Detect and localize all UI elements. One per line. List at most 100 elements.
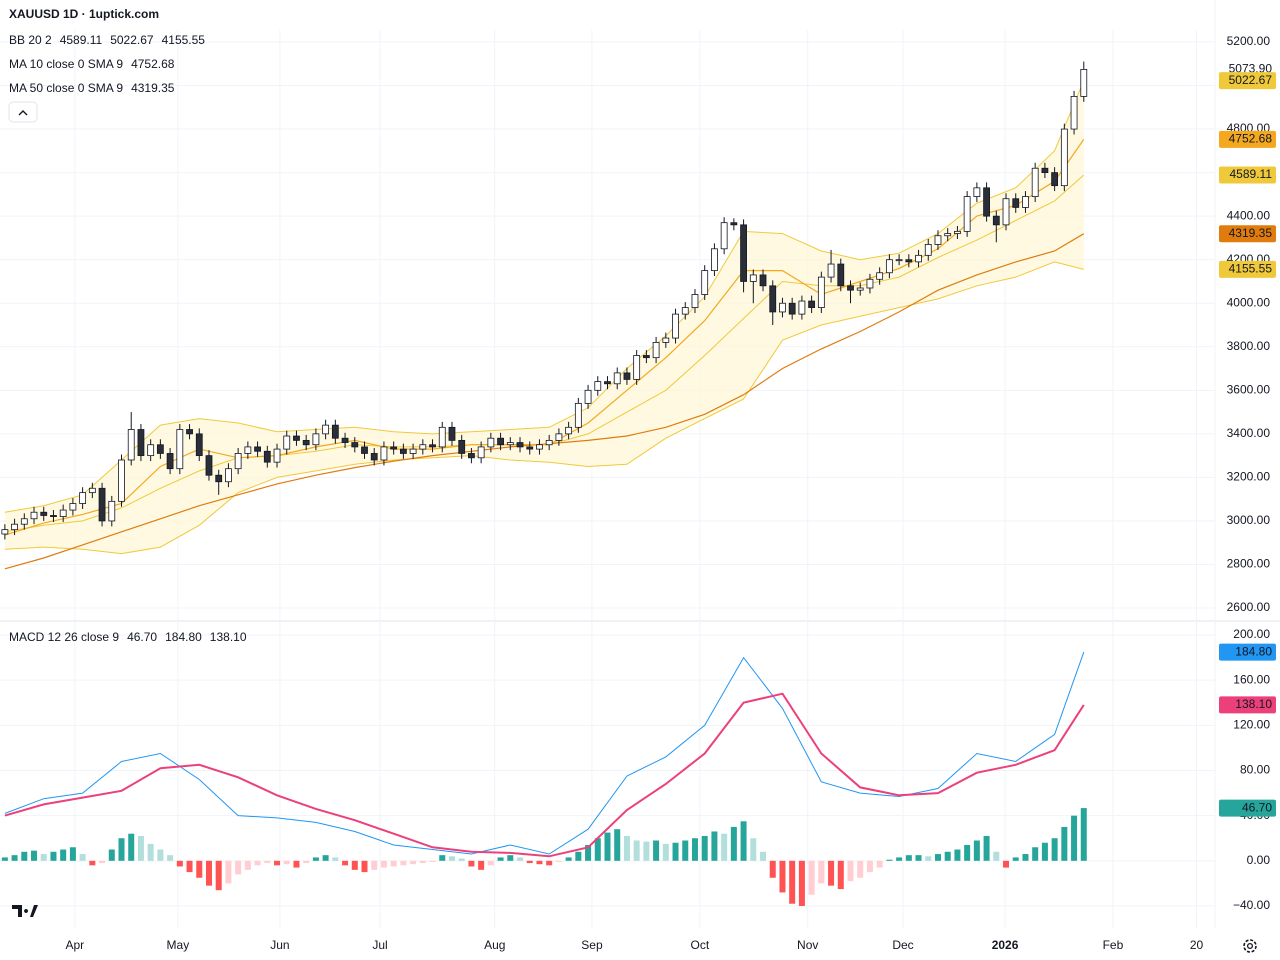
histogram-bar xyxy=(254,860,261,866)
histogram-bar xyxy=(448,856,455,861)
price-badge-label: 138.10 xyxy=(1235,697,1272,711)
candle-body xyxy=(351,442,359,448)
histogram-bar xyxy=(351,860,358,870)
histogram-bar xyxy=(711,831,718,861)
candle-body xyxy=(429,444,436,448)
histogram-bar xyxy=(779,860,786,893)
candle-body xyxy=(837,263,845,287)
candle-body xyxy=(545,439,553,446)
histogram-bar xyxy=(915,855,922,861)
candle-body xyxy=(1,529,9,535)
candle-body xyxy=(283,435,291,450)
candle-body xyxy=(302,439,310,446)
histogram-bar xyxy=(604,832,611,861)
candle-body xyxy=(118,459,125,502)
y-tick-label: 3600.00 xyxy=(1227,382,1271,396)
price-badge xyxy=(1219,696,1276,714)
histogram-bar xyxy=(478,860,485,870)
candle-body xyxy=(924,244,932,256)
overlay-layer: Apr May Jun Jul Aug Sep Oct Nov Dec 2026 Feb 20 BB 2… xyxy=(9,33,1276,952)
candle-body xyxy=(1080,69,1088,97)
bb-fill xyxy=(4,80,1084,554)
candle-body xyxy=(263,450,271,463)
candle-body xyxy=(711,248,718,271)
candle-body xyxy=(79,492,87,504)
histogram-bar xyxy=(798,860,805,906)
x-tick-label: Nov xyxy=(797,938,818,952)
histogram-bar xyxy=(186,860,193,873)
histogram-bar xyxy=(886,859,893,861)
candle-body xyxy=(176,429,184,470)
histogram-bar xyxy=(526,860,533,864)
histogram-bar xyxy=(555,860,562,862)
collapse-button[interactable] xyxy=(8,101,38,123)
y-tick-label: 120.00 xyxy=(1233,717,1270,731)
histogram-bar xyxy=(21,851,28,861)
candle-body xyxy=(691,294,699,308)
y-tick-label: 4400.00 xyxy=(1227,208,1271,222)
candle-body xyxy=(11,523,18,531)
candle-body xyxy=(681,307,689,315)
histogram-bar xyxy=(934,854,941,861)
price-badge xyxy=(1219,166,1276,184)
price-badge xyxy=(1219,72,1276,90)
settings-icon[interactable] xyxy=(1243,939,1257,953)
signal-line xyxy=(4,692,1085,858)
histogram-bar xyxy=(147,843,154,861)
candle-body xyxy=(983,187,990,217)
candle-body xyxy=(769,285,777,313)
candle-body xyxy=(885,259,893,274)
candle-body xyxy=(331,424,339,439)
candle-body xyxy=(915,254,922,263)
histogram-bar xyxy=(371,860,378,870)
histogram-bar xyxy=(546,860,553,866)
y-tick-label: 2600.00 xyxy=(1227,600,1271,614)
candle-body xyxy=(448,426,456,441)
candle-body xyxy=(380,446,388,461)
y-tick-label: 200.00 xyxy=(1233,627,1270,641)
histogram-bar xyxy=(653,840,660,861)
candle-body xyxy=(127,429,135,461)
candle-body xyxy=(798,300,806,315)
histogram-bar xyxy=(565,857,572,861)
histogram-bar xyxy=(118,838,125,861)
candle-body xyxy=(856,287,864,291)
candle-body xyxy=(604,381,611,385)
candle-body xyxy=(69,503,77,511)
candle-body xyxy=(361,446,368,454)
price-badge xyxy=(1219,260,1276,278)
candle-body xyxy=(1051,172,1059,187)
candle-body xyxy=(186,429,193,435)
x-tick-label: Oct xyxy=(691,938,710,952)
price-badge-label: 184.80 xyxy=(1235,644,1272,658)
candle-body xyxy=(973,187,981,197)
price-badge-label: 4155.55 xyxy=(1229,262,1273,276)
histogram-bar xyxy=(682,840,689,861)
histogram-bar xyxy=(108,849,115,861)
x-tick-label: Jun xyxy=(270,938,289,952)
histogram-bar xyxy=(215,860,222,891)
histogram-bar xyxy=(419,860,426,864)
histogram-bar xyxy=(99,860,106,864)
candle-body xyxy=(166,453,174,470)
histogram-bar xyxy=(167,855,174,861)
candle-body xyxy=(477,446,485,459)
y-tick-label: 5200.00 xyxy=(1227,34,1271,48)
histogram-bar xyxy=(1041,842,1048,861)
histogram-bar xyxy=(847,860,854,882)
price-badge-label: 4589.11 xyxy=(1230,167,1273,181)
price-badge-label: 4319.35 xyxy=(1229,226,1273,240)
x-tick-label: Dec xyxy=(892,938,913,952)
candle-body xyxy=(536,444,543,450)
histogram-bar xyxy=(1003,860,1010,868)
histogram-bar xyxy=(11,855,18,861)
tradingview-logo[interactable] xyxy=(12,905,38,917)
histogram-bar xyxy=(497,857,504,861)
histogram-bar xyxy=(89,860,96,866)
histogram-bar xyxy=(40,854,47,861)
histogram-bar xyxy=(69,847,76,861)
histogram-bar xyxy=(283,860,290,865)
histogram-bar xyxy=(507,855,514,861)
candle-body xyxy=(50,515,57,517)
candle-body xyxy=(963,196,971,232)
